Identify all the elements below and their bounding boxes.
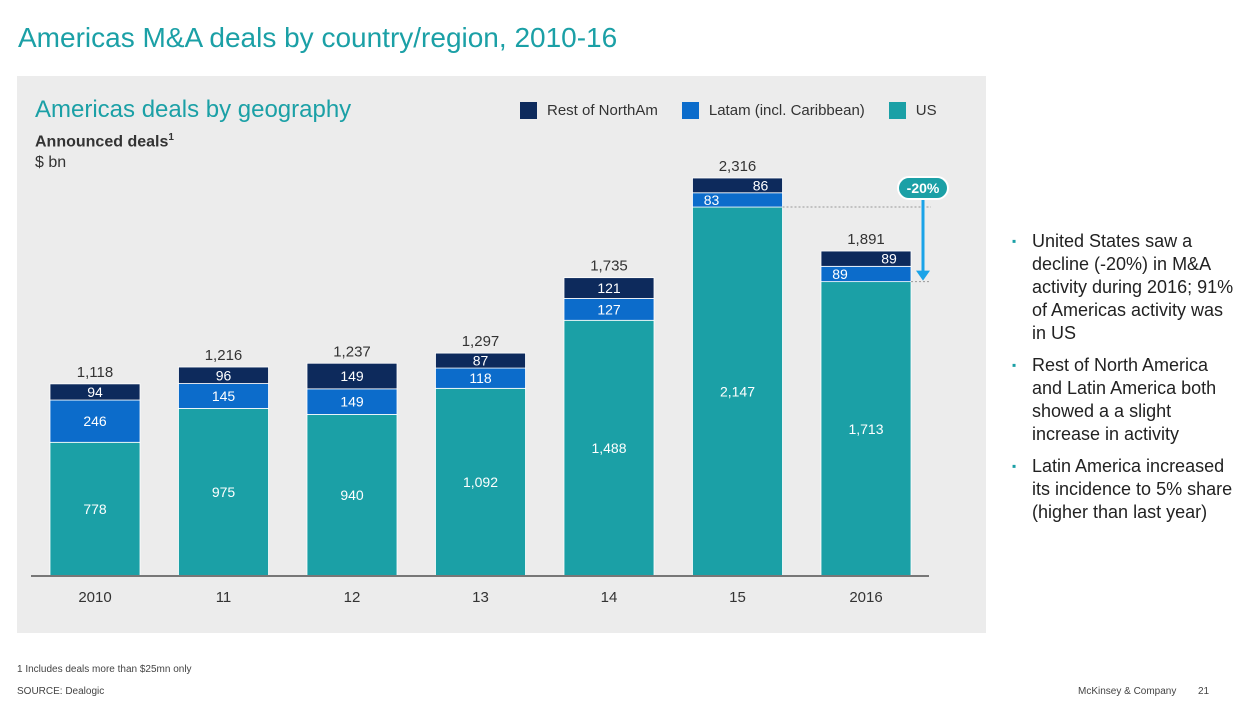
bar-value-label: 89	[832, 266, 848, 282]
x-tick-label: 13	[472, 589, 489, 606]
bullet-square-icon: ▪	[1012, 234, 1017, 248]
legend-swatch	[520, 102, 537, 119]
bar-segment	[306, 388, 398, 415]
bar-segment	[49, 383, 141, 401]
bar-value-label: 1,713	[848, 421, 883, 437]
bar-value-label: 778	[83, 501, 107, 517]
footnote: 1 Includes deals more than $25mn only	[17, 664, 192, 675]
legend-swatch	[681, 102, 699, 119]
bar-value-label: 2,147	[720, 384, 755, 400]
bullet-item: ▪ Rest of North America and Latin Americ…	[1012, 355, 1217, 444]
legend-swatch	[888, 102, 906, 119]
y-axis-label: Announced deals1	[35, 132, 174, 151]
bullet-list: ▪ United States saw a decline (-20%) in …	[1012, 230, 1242, 533]
bar-value-label: 1,488	[591, 440, 626, 456]
bar-segment	[820, 250, 912, 267]
bar-total-label: 2,316	[719, 158, 757, 175]
bar-total-label: 1,237	[333, 343, 371, 360]
bar-total-label: 1,891	[847, 231, 885, 248]
bar-value-label: 121	[597, 280, 621, 296]
bar-value-label: 87	[473, 353, 489, 369]
bar-value-label: 149	[340, 394, 364, 410]
bar-value-label: 89	[881, 251, 897, 267]
x-tick-label: 14	[601, 589, 618, 606]
bar-value-label: 127	[597, 301, 621, 317]
bar-value-label: 96	[216, 367, 232, 383]
legend-item-rest-of-northam: Rest of NorthAm	[520, 102, 658, 119]
bar-total-label: 1,216	[205, 347, 243, 364]
decline-badge	[897, 176, 949, 201]
bar-value-label: 94	[87, 384, 103, 400]
bar-segment	[178, 408, 269, 577]
decline-arrow-head-icon	[916, 270, 930, 281]
slide-title: Americas M&A deals by country/region, 20…	[18, 22, 618, 53]
source-note: SOURCE: Dealogic	[17, 686, 105, 697]
bar-segment	[563, 277, 655, 299]
bar-segment	[178, 366, 269, 384]
bar-segment	[49, 441, 141, 577]
decline-badge-label: -20%	[907, 180, 940, 196]
bar-segment	[306, 362, 398, 390]
bar-value-label: 940	[340, 487, 364, 503]
bar-value-label: 149	[340, 368, 364, 384]
bar-segment	[49, 399, 141, 443]
bar-segment	[692, 177, 783, 194]
bullet-square-icon: ▪	[1012, 358, 1017, 372]
bar-value-label: 145	[212, 388, 236, 404]
panel-title: Americas deals by geography	[35, 96, 352, 123]
x-tick-label: 15	[729, 589, 746, 606]
page-number: 21	[1198, 686, 1210, 697]
bullet-item: ▪ Latin America increased its incidence …	[1012, 456, 1233, 522]
legend-label: US	[915, 102, 937, 119]
legend-label: Rest of NorthAm	[547, 102, 658, 119]
legend-label: Latam (incl. Caribbean)	[708, 102, 865, 119]
bar-segment	[435, 387, 526, 577]
x-tick-label: 2010	[78, 589, 111, 606]
bar-total-label: 1,297	[462, 333, 500, 350]
bar-segment	[692, 206, 783, 577]
bar-value-label: 83	[704, 192, 720, 208]
brand-name: McKinsey & Company	[1078, 686, 1177, 697]
x-tick-label: 12	[344, 589, 361, 606]
legend: Rest of NorthAm Latam (incl. Caribbean) …	[520, 102, 937, 119]
stacked-bar-chart: 778 246 94 1,118 2010 975 145 96 1,216 11 940 149 14…	[31, 158, 949, 606]
bar-total-label: 1,735	[590, 258, 628, 275]
legend-item-latam: Latam (incl. Caribbean)	[681, 102, 865, 119]
bullet-square-icon: ▪	[1012, 459, 1017, 473]
legend-item-us: US	[888, 102, 937, 119]
bar-segment	[435, 352, 526, 369]
x-tick-label: 2016	[849, 589, 882, 606]
bullet-item: ▪ United States saw a decline (-20%) in …	[1012, 231, 1234, 343]
bar-value-label: 246	[83, 413, 107, 429]
y-axis-unit: $ bn	[35, 154, 67, 171]
bar-segment	[820, 281, 912, 577]
bar-value-label: 86	[753, 177, 769, 193]
bar-value-label: 1,092	[463, 474, 498, 490]
bar-segment	[306, 414, 398, 577]
x-tick-label: 11	[216, 589, 232, 606]
chart-panel: Americas deals by geography Announced de…	[17, 76, 986, 633]
bar-total-label: 1,118	[77, 364, 113, 381]
bar-value-label: 975	[212, 484, 236, 500]
bar-value-label: 118	[469, 370, 492, 386]
bar-segment	[563, 319, 655, 577]
